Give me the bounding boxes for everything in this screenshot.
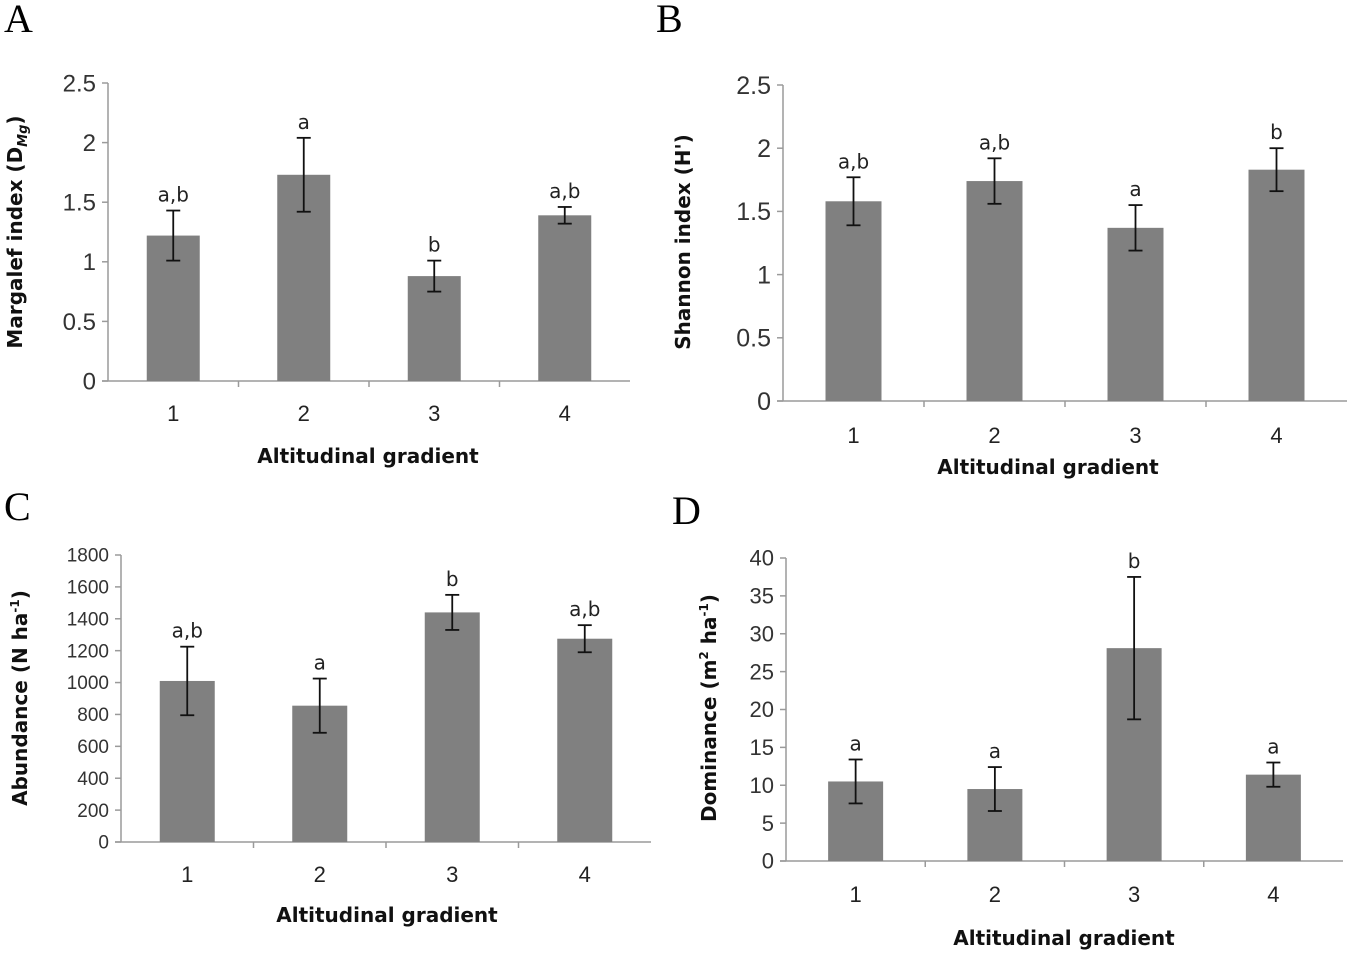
panel-d: D Altitudinal gradient Dominance (m2 ha-… [672, 488, 1343, 950]
panel-c: C Altitudinal gradient Abundance (N ha-1… [4, 484, 651, 927]
panel-b: B Altitudinal gradient Shannon index (H'… [656, 0, 1347, 479]
panel-b-significance-label-2: a,b [979, 130, 1010, 154]
panel-a-y-tick-label: 1 [83, 249, 96, 276]
panel-c-bar-3 [424, 612, 480, 842]
panel-b-bar-1 [825, 201, 882, 401]
panel-d-category-label-4: 4 [1267, 882, 1279, 907]
panel-letter-c: C [4, 484, 31, 529]
panel-c-y-tick-label: 1400 [67, 609, 109, 630]
panel-c-significance-label-4: a,b [569, 597, 600, 621]
panel-a-y-tick-label: 2.5 [63, 70, 96, 97]
panel-c-y-tick-label: 600 [77, 737, 109, 758]
panel-a-y-tick-label: 2 [83, 130, 96, 157]
panel-letter-d: D [672, 488, 701, 533]
panel-letter-b: B [656, 0, 683, 41]
panel-a: A Altitudinal gradient Margalef index (D… [3, 0, 630, 468]
panel-a-significance-label-1: a,b [158, 183, 189, 207]
panel-a-y-axis-title: Margalef index (DMg) [3, 115, 31, 348]
panel-d-y-tick-label: 30 [750, 621, 774, 646]
panel-c-bar-4 [557, 638, 613, 842]
panel-c-y-tick-label: 1600 [67, 578, 109, 599]
panel-b-y-tick-label: 1.5 [736, 198, 771, 226]
panel-a-category-label-1: 1 [167, 401, 179, 426]
panel-letter-a: A [4, 0, 33, 41]
panel-c-significance-label-1: a,b [172, 619, 203, 643]
panel-b-y-tick-label: 2 [757, 135, 771, 163]
panel-c-category-label-4: 4 [579, 862, 591, 887]
panel-d-category-label-2: 2 [989, 882, 1001, 907]
panel-b-y-tick-label: 1 [757, 261, 771, 289]
panel-c-y-tick-label: 800 [77, 705, 109, 726]
panel-b-y-axis-title: Shannon index (H') [671, 134, 695, 350]
panel-c-y-tick-label: 200 [77, 801, 109, 822]
panel-b-significance-label-4: b [1270, 120, 1283, 144]
panel-c-y-axis-title: Abundance (N ha-1) [8, 590, 32, 806]
panel-d-y-tick-label: 35 [750, 584, 774, 609]
panel-b-category-label-2: 2 [988, 423, 1000, 448]
panel-d-y-tick-label: 0 [762, 849, 774, 874]
panel-c-significance-label-3: b [446, 567, 459, 591]
panel-d-y-tick-label: 25 [750, 659, 774, 684]
panel-b-x-axis-title: Altitudinal gradient [937, 455, 1159, 479]
panel-b-category-label-3: 3 [1129, 423, 1141, 448]
panel-c-y-tick-label: 0 [98, 833, 109, 854]
panel-d-x-axis-title: Altitudinal gradient [953, 926, 1175, 950]
panel-a-category-label-3: 3 [428, 401, 440, 426]
panel-c-y-tick-label: 1000 [67, 673, 109, 694]
panel-a-y-tick-label: 0 [83, 368, 96, 395]
panel-b-category-label-4: 4 [1270, 423, 1282, 448]
panel-b-significance-label-1: a,b [838, 149, 869, 173]
panel-a-category-label-2: 2 [298, 401, 310, 426]
panel-d-significance-label-3: b [1128, 549, 1141, 573]
panel-c-y-tick-label: 400 [77, 769, 109, 790]
panel-d-significance-label-1: a [849, 731, 861, 755]
panel-a-x-axis-title: Altitudinal gradient [257, 444, 479, 468]
panel-c-category-label-1: 1 [181, 862, 193, 887]
panel-c-significance-label-2: a [314, 651, 326, 675]
panel-b-y-tick-label: 0.5 [736, 325, 771, 353]
panel-a-bar-3 [407, 276, 461, 381]
panel-d-category-label-1: 1 [850, 882, 862, 907]
panel-b-significance-label-3: a [1129, 177, 1141, 201]
panel-b-bar-3 [1107, 227, 1164, 401]
panel-d-y-axis-title: Dominance (m2 ha-1) [697, 594, 721, 822]
panel-c-y-tick-label: 1200 [67, 641, 109, 662]
panel-b-bar-4 [1248, 169, 1305, 401]
panel-c-category-label-2: 2 [314, 862, 326, 887]
panel-a-category-label-4: 4 [559, 401, 571, 426]
panel-b-bar-2 [966, 181, 1023, 401]
panel-a-y-tick-label: 1.5 [63, 190, 96, 217]
panel-b-category-label-1: 1 [847, 423, 859, 448]
panel-b-y-tick-label: 2.5 [736, 72, 771, 100]
panel-d-y-tick-label: 10 [750, 773, 774, 798]
panel-d-significance-label-4: a [1267, 735, 1279, 759]
panel-d-bar-4 [1245, 774, 1301, 861]
panel-c-y-tick-label: 1800 [67, 546, 109, 567]
panel-a-significance-label-3: b [428, 233, 441, 257]
panel-a-significance-label-2: a [298, 110, 310, 134]
panel-d-significance-label-2: a [989, 739, 1001, 763]
panel-c-x-axis-title: Altitudinal gradient [276, 903, 498, 927]
panel-a-y-tick-label: 0.5 [63, 309, 96, 336]
panel-c-category-label-3: 3 [446, 862, 458, 887]
panel-b-y-tick-label: 0 [757, 388, 771, 416]
panel-d-y-tick-label: 20 [750, 697, 774, 722]
panel-d-y-tick-label: 5 [762, 811, 774, 836]
panel-a-significance-label-4: a,b [549, 179, 580, 203]
panel-d-y-tick-label: 15 [750, 735, 774, 760]
panel-d-category-label-3: 3 [1128, 882, 1140, 907]
panel-d-y-tick-label: 40 [750, 546, 774, 571]
panel-a-bar-4 [538, 215, 592, 381]
